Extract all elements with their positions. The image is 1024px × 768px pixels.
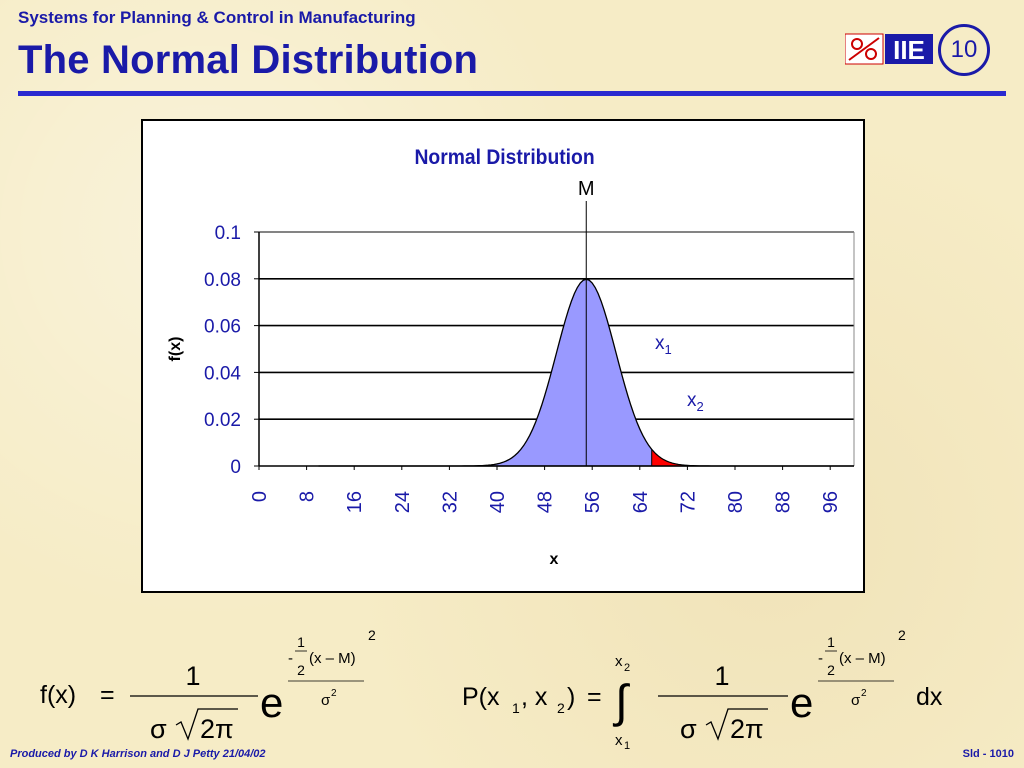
prob-dx: dx [916,683,943,711]
pdf-exp-term: (x – M) [309,650,356,667]
prob-lower-limit: x [615,732,623,749]
prob-lower-sub: 1 [624,740,630,750]
x-tick-label: 40 [487,491,509,513]
y-tick-label: 0.06 [204,317,241,338]
prob-sigma: σ [680,714,697,744]
x-tick-label: 16 [344,491,366,513]
x-tick-label: 56 [582,491,604,513]
y-tick-label: 0.04 [204,363,241,384]
pdf-formula: f(x) = 1 σ 2π e - 1 2 (x – M) 2 σ 2 [40,627,376,744]
x-tick-label: 24 [392,491,414,513]
pdf-numerator: 1 [185,661,200,691]
prob-exp-den-power: 2 [861,688,867,699]
pdf-base-e: e [260,679,283,726]
title-divider [18,91,1006,96]
probability-shaded-region [651,448,685,467]
prob-root: 2π [730,714,764,744]
x-tick-label: 72 [677,491,699,513]
pdf-sigma: σ [150,714,167,744]
prob-equals: = [587,683,602,711]
x-tick-label: 80 [725,491,747,513]
region-bound-label-2: x2 [687,390,704,414]
y-axis-label: f(x) [167,337,184,362]
pdf-exp-den: σ [321,692,331,709]
region-bound-label-1: x1 [655,333,672,357]
logo-text: IIE [893,35,925,65]
normal-distribution-chart: Normal Distribution 0 0.02 0.04 0.06 0.08 0.1 M… [167,146,855,568]
prob-exp-den: σ [851,692,861,709]
y-tick-label: 0 [230,457,241,478]
y-tick-label: 0.08 [204,270,241,291]
slide-number-badge: 10 [938,24,990,76]
page-title: The Normal Distribution [18,38,479,82]
mean-label: M [578,178,595,200]
x-tick-label: 88 [773,491,795,513]
x-axis-label: x [550,551,559,568]
x-tick-label: 96 [820,491,842,513]
prob-upper-limit: x [615,653,623,670]
prob-exp-power: 2 [898,627,906,643]
pdf-exp-den-power: 2 [331,688,337,699]
pdf-equals: = [100,681,115,709]
pdf-exp-half-den: 2 [297,662,305,678]
y-tick-label: 0.02 [204,410,241,431]
pdf-root: 2π [200,714,234,744]
slide-number: 10 [950,36,978,63]
iie-logo: IIE [845,33,933,65]
x-tick-label: 64 [630,491,652,513]
prob-lhs-p: P(x [462,683,500,711]
prob-upper-sub: 2 [624,662,630,674]
chart-title: Normal Distribution [414,146,594,169]
probability-formula: P(x 1 , x 2 ) = x 2 ∫ x 1 1 σ 2π e - 1 2… [462,627,943,750]
x-tick-label: 48 [535,491,557,513]
x-tick-label: 0 [249,491,271,502]
footer-slide-id: Sld - 1010 [962,748,1014,760]
prob-lhs-mid: , x [521,683,548,711]
pdf-exp-power: 2 [368,627,376,643]
prob-exp-half-den: 2 [827,662,835,678]
x-tick-label: 32 [439,491,461,513]
pdf-exp-minus: - [288,650,293,667]
x-tick-label: 8 [297,491,319,502]
prob-numerator: 1 [714,661,729,691]
prob-exp-half-num: 1 [827,634,835,650]
prob-lhs-sub1: 1 [512,700,520,716]
course-subtitle: Systems for Planning & Control in Manufa… [18,8,416,27]
footer-credit: Produced by D K Harrison and D J Petty 2… [10,748,266,760]
chart-frame: Normal Distribution 0 0.02 0.04 0.06 0.08 0.1 M… [141,119,865,593]
pdf-sqrt-sign [175,708,238,741]
prob-lhs-close: ) [567,683,575,711]
prob-lhs-sub2: 2 [557,700,565,716]
prob-exp-term: (x – M) [839,650,886,667]
prob-sqrt-sign [705,708,768,741]
prob-exp-minus: - [818,650,823,667]
pdf-exp-half-num: 1 [297,634,305,650]
prob-integral: ∫ [612,675,630,727]
prob-base-e: e [790,679,813,726]
y-tick-label: 0.1 [215,223,241,244]
pdf-lhs: f(x) [40,681,76,709]
